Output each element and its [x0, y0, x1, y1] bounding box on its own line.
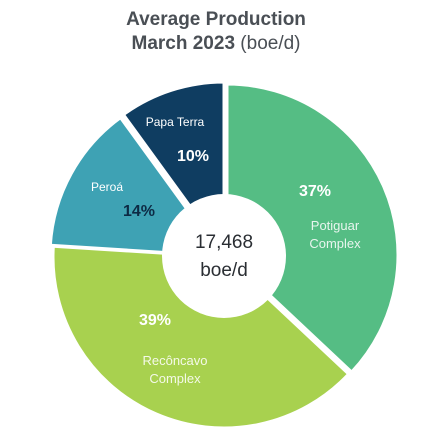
percent-label: 37%: [299, 183, 331, 200]
percent-label: 14%: [123, 203, 155, 220]
slice-name-label: Potiguar: [311, 218, 360, 233]
slice-potiguar-complex: [225, 82, 400, 374]
label-group: 37% Potiguar Complex 39% Recôncavo Complex 14%…: [91, 115, 361, 386]
slice-name-label: Complex: [309, 236, 361, 251]
title-date: March 2023: [131, 33, 236, 54]
title-line-1: Average Production: [126, 9, 306, 30]
slice-rec-ncavo-complex: [51, 244, 351, 430]
slice-name-label: Complex: [149, 371, 201, 386]
chart-title: Average Production March 2023 (boe/d): [0, 8, 432, 56]
title-unit: (boe/d): [235, 33, 301, 54]
center-total-value: 17,468: [195, 232, 253, 253]
slice-name-label: Peroá: [91, 180, 123, 194]
slice-name-label: Recôncavo: [142, 353, 207, 368]
title-line-2: March 2023 (boe/d): [0, 32, 432, 56]
center-hole: [162, 194, 286, 318]
percent-label: 10%: [177, 148, 209, 165]
center-total-unit: boe/d: [200, 260, 248, 281]
slice-name-label: Papa Terra: [146, 115, 205, 129]
percent-label: 39%: [139, 312, 171, 329]
slice-group: [48, 80, 400, 430]
